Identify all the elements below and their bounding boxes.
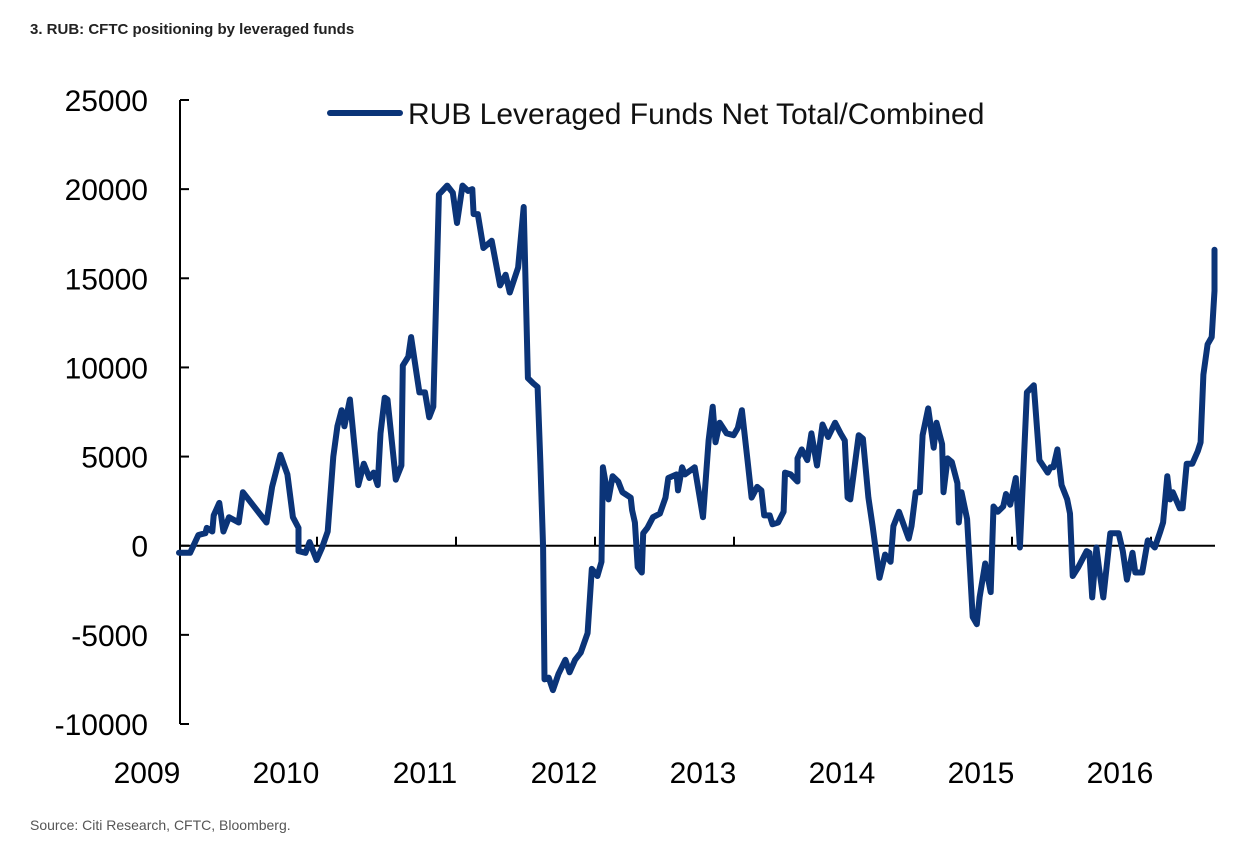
legend-label: RUB Leveraged Funds Net Total/Combined [408,98,984,131]
x-tick-label: 2015 [948,757,1015,790]
x-tick-label: 2013 [670,757,737,790]
source-note: Source: Citi Research, CFTC, Bloomberg. [30,817,291,833]
legend: RUB Leveraged Funds Net Total/Combined [327,98,984,131]
x-tick-label: 2011 [393,757,458,790]
x-tick-label: 2016 [1087,757,1154,790]
y-tick-label: 25000 [65,85,148,118]
y-axis-ticks: 25000 20000 15000 10000 5000 0 -5000 -10000 [55,85,189,742]
series-group [176,182,1218,694]
y-tick-label: 5000 [81,442,148,475]
y-tick-label: -10000 [55,709,148,742]
y-tick-label: 15000 [65,263,148,296]
axes [179,100,1215,724]
x-axis-ticks: 2009 2010 2011 2012 2013 2014 2015 2016 [114,536,1154,790]
y-tick-label: 0 [131,531,148,564]
y-tick-label: 10000 [65,352,148,385]
y-tick-label: -5000 [71,620,148,653]
y-tick-label: 20000 [65,174,148,207]
x-tick-label: 2014 [809,757,876,790]
x-tick-label: 2010 [253,757,320,790]
x-tick-label: 2009 [114,757,181,790]
chart-title: 3. RUB: CFTC positioning by leveraged fu… [30,21,355,38]
series-line [176,182,1218,694]
x-tick-label: 2012 [531,757,598,790]
